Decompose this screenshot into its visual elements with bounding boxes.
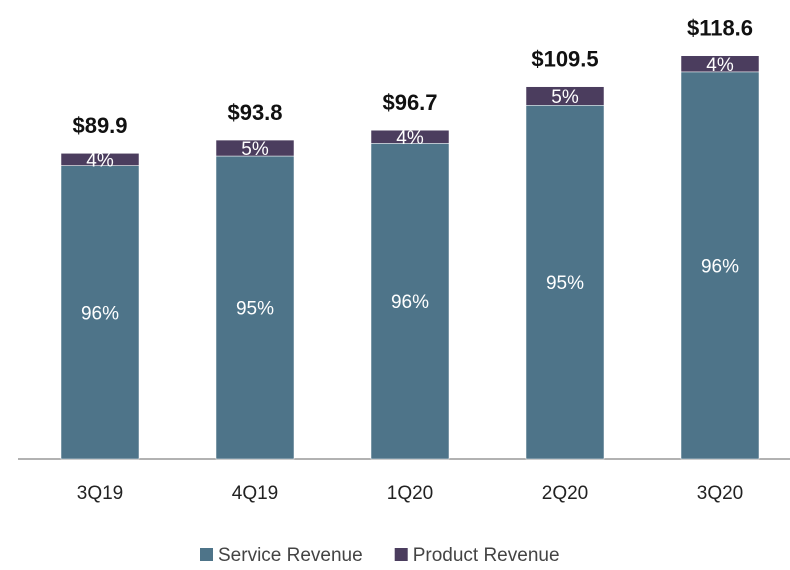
segment-label: 95% [546, 273, 584, 294]
segment-label: 4% [706, 55, 734, 76]
total-label: $109.5 [531, 47, 598, 72]
bar-segment [680, 71, 760, 460]
segment-label: 95% [236, 299, 274, 320]
bar-segment [215, 155, 295, 460]
bar-segment [60, 165, 140, 460]
x-tick-label: 3Q20 [697, 483, 743, 504]
bar-segment [370, 129, 450, 144]
legend-swatch [394, 548, 408, 561]
segment-label: 96% [701, 256, 739, 277]
segment-label: 96% [81, 303, 119, 324]
segment-label: 96% [391, 292, 429, 313]
bar-segment [370, 143, 450, 460]
total-label: $96.7 [382, 90, 437, 115]
bar-segment [60, 153, 140, 166]
bar-segment [215, 139, 295, 157]
x-tick-label: 4Q19 [232, 483, 278, 504]
legend-swatch [200, 548, 213, 561]
bar-segment [525, 86, 605, 106]
legend-label: Product Revenue [413, 545, 560, 566]
total-label: $93.8 [227, 100, 282, 125]
legend-label: Service Revenue [218, 545, 363, 566]
segment-label: 5% [241, 139, 269, 160]
bar-segment [680, 55, 760, 73]
segment-label: 4% [86, 150, 114, 171]
x-tick-label: 2Q20 [542, 483, 588, 504]
segment-label: 4% [396, 128, 424, 149]
total-label: $118.6 [687, 16, 753, 41]
segment-label: 5% [551, 87, 579, 108]
bar-segment [525, 105, 605, 460]
total-label: $89.9 [72, 113, 127, 138]
x-tick-label: 1Q20 [387, 483, 433, 504]
x-tick-label: 3Q19 [77, 483, 123, 504]
